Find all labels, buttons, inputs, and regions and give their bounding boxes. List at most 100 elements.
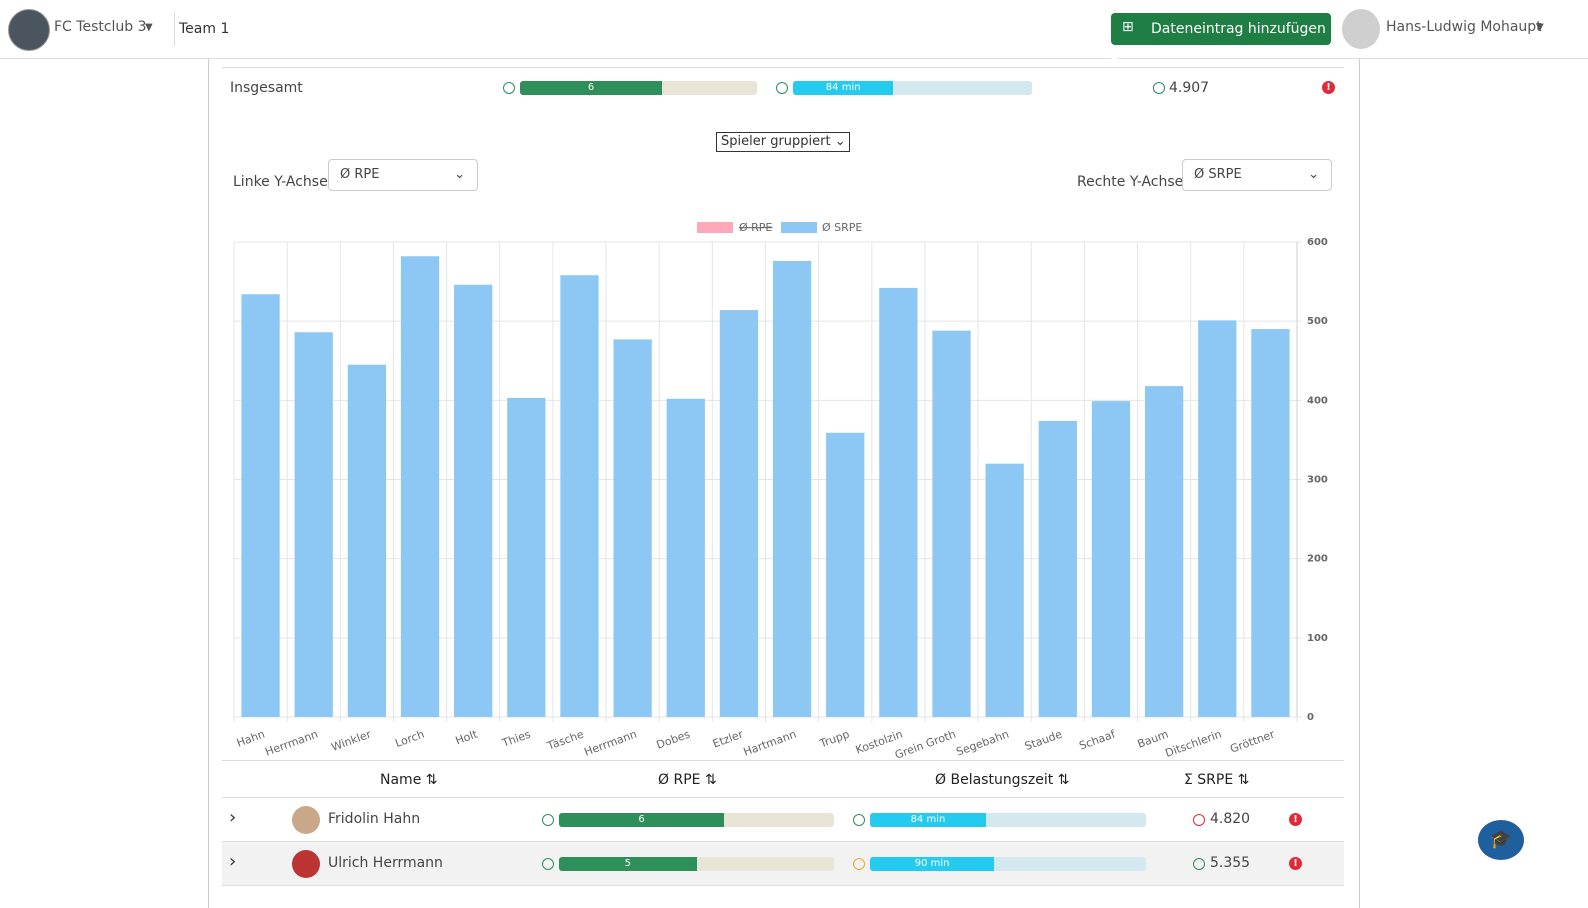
right-axis-select[interactable]: Ø SRPE ⌄ <box>1182 159 1332 191</box>
select-value: Ø RPE <box>340 167 380 182</box>
bar <box>400 256 440 717</box>
player-avatar <box>292 806 320 834</box>
divider <box>174 12 175 46</box>
grouping-select[interactable]: Spieler gruppiert ⌄ <box>716 132 850 152</box>
column-header[interactable]: Ø RPE ⇅ <box>658 772 717 788</box>
warning-icon[interactable]: ! <box>1322 81 1335 94</box>
bar <box>666 398 705 717</box>
left-axis-label: Linke Y-Achse <box>233 174 328 190</box>
x-tick-label: Ditschlerin <box>1163 728 1223 760</box>
trend-icon <box>776 82 788 94</box>
bar <box>1251 329 1290 717</box>
warning-icon[interactable]: ! <box>1289 857 1302 870</box>
team-name[interactable]: Team 1 <box>179 21 230 37</box>
legend-label: Ø RPE <box>739 221 772 234</box>
time-bar: 84 min <box>870 813 986 827</box>
divider <box>222 760 1344 761</box>
x-tick-label: Grein Groth <box>893 728 958 760</box>
header-text: Σ SRPE <box>1184 772 1234 788</box>
header-text: Name <box>380 772 422 788</box>
club-name[interactable]: FC Testclub 3 <box>54 19 147 35</box>
chart-icon: ⊞ <box>1122 19 1134 35</box>
legend-swatch <box>781 222 817 233</box>
bar <box>1038 420 1077 717</box>
x-tick-label: Thies <box>499 728 532 751</box>
time-bar: 90 min <box>870 857 995 871</box>
bar <box>1091 401 1131 717</box>
help-button[interactable]: 🎓 <box>1478 820 1524 860</box>
divider <box>222 797 1344 798</box>
column-header[interactable]: Name ⇅ <box>380 772 438 788</box>
x-tick-label: Winkler <box>330 727 374 754</box>
table-row[interactable] <box>222 842 1344 886</box>
bar <box>826 432 865 717</box>
time-track: 84 min <box>870 813 1146 827</box>
trend-icon <box>853 858 865 870</box>
player-srpe: 4.820 <box>1210 811 1251 827</box>
rpe-track: 6 <box>559 813 834 827</box>
column-header[interactable]: Σ SRPE ⇅ <box>1184 772 1250 788</box>
column-header[interactable]: Ø Belastungszeit ⇅ <box>935 772 1070 788</box>
bar <box>241 294 280 717</box>
button-label: Dateneintrag hinzufügen <box>1151 21 1326 37</box>
trend-icon <box>1193 858 1205 870</box>
x-tick-label: Dobes <box>655 728 692 752</box>
x-tick-label: Staude <box>1023 728 1064 754</box>
y-tick-label: 0 <box>1307 712 1314 723</box>
y-tick-label: 400 <box>1307 395 1328 406</box>
club-logo[interactable] <box>8 9 50 51</box>
bar <box>772 261 812 717</box>
y-tick-label: 100 <box>1307 633 1328 644</box>
x-tick-label: Schaaf <box>1077 727 1118 752</box>
user-avatar[interactable] <box>1342 9 1380 49</box>
select-value: Ø SRPE <box>1194 167 1242 182</box>
bar <box>294 332 333 717</box>
y-tick-label: 500 <box>1307 316 1328 327</box>
bar <box>932 330 971 717</box>
expand-icon[interactable]: › <box>229 851 237 872</box>
rpe-track: 6 <box>520 81 757 95</box>
x-tick-label: Etzler <box>711 727 745 750</box>
summary-srpe: 4.907 <box>1169 80 1210 96</box>
warning-icon[interactable]: ! <box>1289 813 1302 826</box>
legend-swatch <box>697 222 733 233</box>
x-tick-label: Herrmann <box>264 728 320 759</box>
trend-icon <box>542 814 554 826</box>
legend-label: Ø SRPE <box>822 221 862 234</box>
player-srpe: 5.355 <box>1210 855 1251 871</box>
bar <box>1198 320 1237 717</box>
header-text: Ø Belastungszeit <box>935 772 1054 788</box>
header-text: Ø RPE <box>658 772 701 788</box>
bar <box>560 275 599 717</box>
y-tick-label: 600 <box>1307 237 1328 248</box>
add-entry-button[interactable]: Dateneintrag hinzufügen ▾ <box>1111 13 1331 69</box>
divider <box>222 67 1344 68</box>
rpe-bar: 5 <box>559 857 697 871</box>
rpe-bar: 6 <box>559 813 724 827</box>
bar <box>454 284 493 717</box>
time-track: 84 min <box>793 81 1032 95</box>
trend-icon <box>853 814 865 826</box>
x-tick-label: Gröttner <box>1228 727 1277 755</box>
content-panel <box>208 59 1360 908</box>
bar <box>719 310 759 717</box>
bar <box>347 364 387 717</box>
select-value: Spieler gruppiert <box>721 134 831 149</box>
time-track: 90 min <box>870 857 1146 871</box>
top-bar: FC Testclub 3 ▼ Team 1 Dateneintrag hinz… <box>0 0 1588 69</box>
trend-icon <box>1153 82 1165 94</box>
y-tick-label: 200 <box>1307 554 1328 565</box>
x-tick-label: Segebahn <box>954 728 1010 759</box>
user-name[interactable]: Hans-Ludwig Mohaupt <box>1386 19 1542 35</box>
player-name[interactable]: Ulrich Herrmann <box>328 855 443 871</box>
x-tick-label: Hahn <box>235 728 267 750</box>
left-axis-select[interactable]: Ø RPE ⌄ <box>328 159 478 191</box>
bar <box>879 287 918 717</box>
y-tick-label: 300 <box>1307 475 1328 486</box>
player-avatar <box>292 850 320 878</box>
expand-icon[interactable]: › <box>229 807 237 828</box>
bar <box>613 339 652 717</box>
player-name[interactable]: Fridolin Hahn <box>328 811 421 827</box>
trend-icon <box>542 858 554 870</box>
